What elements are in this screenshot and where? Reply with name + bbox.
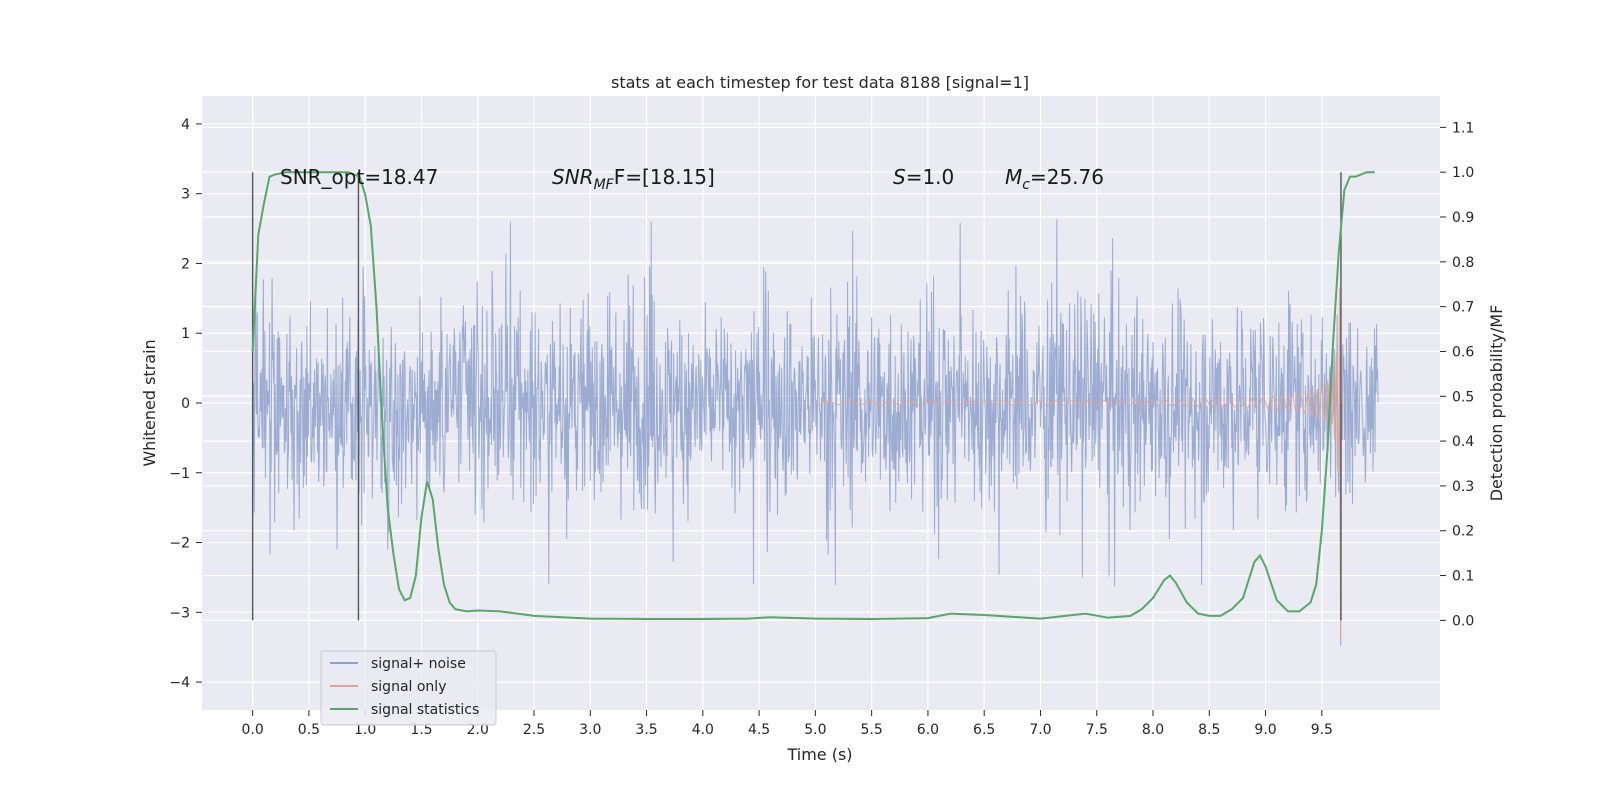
left-y-tick-label: −2: [169, 536, 190, 552]
x-tick-label: 6.5: [973, 722, 995, 738]
annotation-mc: Mc=25.76: [1005, 165, 1104, 193]
signal-only-series: [815, 288, 1342, 639]
x-tick-label: 9.0: [1254, 722, 1276, 738]
signal-statistics-line: [251, 171, 1375, 621]
mc-sub: c: [1022, 177, 1030, 193]
left-y-axis-ticks: 4 3 2 1 0 −1 −2 −3 −4: [169, 117, 202, 691]
left-y-axis-label: Whitened strain: [140, 339, 159, 466]
right-y-tick-label: 0.1: [1452, 569, 1474, 585]
mc-main: M: [1005, 165, 1022, 189]
right-y-tick-label: 0.8: [1452, 255, 1474, 271]
right-y-tick-label: 0.2: [1452, 524, 1474, 540]
x-tick-label: 5.5: [861, 722, 883, 738]
x-tick-label: 4.0: [692, 722, 714, 738]
signal-noise-series: [252, 219, 1379, 647]
right-y-tick-label: 1.1: [1452, 120, 1474, 136]
right-y-tick-label: 0.9: [1452, 210, 1474, 226]
vertical-markers: [251, 172, 1342, 621]
annotation-snr-mf: SNRMFF=[18.15]: [552, 165, 715, 193]
x-axis-ticks: 0.0 0.5 1.0 1.5 2.0 2.5 3.0 3.5 4.0 4.5 5.0 5.5 6.0 6…: [242, 710, 1333, 738]
x-tick-label: 0.0: [242, 722, 264, 738]
left-y-tick-label: 4: [181, 117, 190, 133]
signal-only-line: [815, 288, 1342, 639]
left-y-tick-label: 3: [181, 187, 190, 203]
right-y-tick-label: 0.6: [1452, 344, 1474, 360]
x-tick-label: 0.5: [298, 722, 320, 738]
x-tick-label: 5.0: [804, 722, 826, 738]
left-y-tick-label: 0: [181, 396, 190, 412]
left-y-tick-label: −3: [169, 605, 190, 621]
legend-label-signal: signal only: [371, 679, 446, 695]
x-tick-label: 3.5: [635, 722, 657, 738]
snr-mf-sub: MF: [594, 177, 615, 193]
s-rest: =1.0: [906, 165, 955, 189]
right-y-tick-label: 1.0: [1452, 165, 1474, 181]
x-tick-label: 2.5: [523, 722, 545, 738]
right-y-tick-label: 0.5: [1452, 389, 1474, 405]
s-main: S: [893, 165, 906, 189]
signal-statistics-series: [251, 171, 1375, 621]
snr-mf-main: SNR: [552, 165, 594, 189]
legend: signal+ noise signal only signal statist…: [320, 650, 497, 726]
left-y-tick-label: 2: [181, 256, 190, 272]
left-y-tick-label: −1: [169, 466, 190, 482]
x-tick-label: 6.0: [917, 722, 939, 738]
legend-box: [320, 650, 497, 726]
right-y-tick-label: 0.0: [1452, 613, 1474, 629]
x-tick-label: 7.5: [1086, 722, 1108, 738]
right-y-tick-label: 0.3: [1452, 479, 1474, 495]
x-tick-label: 4.5: [748, 722, 770, 738]
x-tick-label: 8.0: [1142, 722, 1164, 738]
x-tick-label: 8.5: [1198, 722, 1220, 738]
signal-noise-line: [252, 219, 1379, 647]
x-axis-label: Time (s): [786, 745, 852, 764]
x-tick-label: 2.0: [467, 722, 489, 738]
legend-label-noise: signal+ noise: [371, 656, 466, 672]
chart-title: stats at each timestep for test data 818…: [611, 73, 1029, 92]
x-tick-label: 9.5: [1311, 722, 1333, 738]
right-y-axis-ticks: 1.1 1.0 0.9 0.8 0.7 0.6 0.5 0.4 0.3 0.2 0.1 0.0: [1440, 120, 1474, 629]
annotation-snr-opt: SNR_opt=18.47: [280, 165, 438, 189]
right-y-tick-label: 0.4: [1452, 434, 1474, 450]
x-tick-label: 3.0: [579, 722, 601, 738]
mc-rest: =25.76: [1030, 165, 1104, 189]
right-y-tick-label: 0.7: [1452, 300, 1474, 316]
annotation-s: S=1.0: [893, 165, 954, 189]
x-tick-label: 7.0: [1029, 722, 1051, 738]
x-tick-label: 1.0: [354, 722, 376, 738]
snr-mf-rest: F=[18.15]: [614, 165, 715, 189]
right-y-axis-label: Detection probability/MF: [1487, 305, 1506, 502]
left-y-tick-label: 1: [181, 326, 190, 342]
left-y-tick-label: −4: [169, 675, 190, 691]
x-tick-label: 1.5: [410, 722, 432, 738]
legend-label-statistics: signal statistics: [371, 702, 479, 718]
